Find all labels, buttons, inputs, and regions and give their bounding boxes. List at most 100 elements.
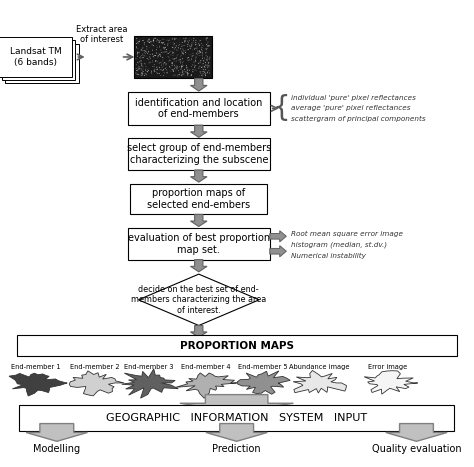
Point bbox=[199, 52, 207, 59]
Point bbox=[163, 66, 170, 74]
Point bbox=[157, 49, 165, 56]
Point bbox=[199, 51, 206, 58]
Point bbox=[201, 66, 209, 73]
Point bbox=[175, 57, 183, 64]
Point bbox=[173, 57, 181, 64]
Point bbox=[201, 72, 209, 79]
Polygon shape bbox=[364, 371, 418, 394]
Point bbox=[135, 59, 142, 67]
Point bbox=[135, 65, 142, 73]
Point bbox=[167, 51, 174, 59]
Point bbox=[199, 71, 206, 78]
Point bbox=[145, 64, 152, 72]
Point bbox=[195, 50, 203, 57]
Point bbox=[174, 72, 182, 80]
Point bbox=[199, 72, 207, 79]
Point bbox=[140, 42, 148, 50]
Point bbox=[164, 39, 172, 47]
Point bbox=[200, 57, 207, 65]
Point bbox=[158, 60, 165, 68]
Point bbox=[155, 59, 163, 67]
Point bbox=[206, 69, 213, 77]
Point bbox=[157, 72, 164, 79]
Point bbox=[172, 44, 179, 51]
Polygon shape bbox=[270, 231, 286, 242]
Point bbox=[176, 69, 184, 77]
Point bbox=[191, 64, 199, 71]
Point bbox=[150, 36, 157, 44]
Point bbox=[153, 43, 161, 51]
Point bbox=[174, 67, 182, 74]
Point bbox=[158, 64, 166, 71]
Point bbox=[146, 37, 153, 44]
Point bbox=[159, 54, 166, 61]
Text: End-member 5: End-member 5 bbox=[238, 364, 287, 369]
Point bbox=[169, 66, 177, 74]
Point bbox=[179, 59, 186, 66]
Point bbox=[195, 60, 202, 67]
Point bbox=[162, 61, 170, 69]
Point bbox=[167, 39, 174, 47]
Point bbox=[173, 46, 181, 54]
Point bbox=[171, 45, 178, 53]
Point bbox=[197, 59, 205, 67]
Point bbox=[166, 35, 173, 43]
Point bbox=[170, 49, 178, 56]
Point bbox=[200, 60, 207, 67]
Point bbox=[135, 62, 142, 70]
Point bbox=[184, 71, 191, 79]
Point bbox=[186, 56, 193, 64]
Point bbox=[177, 45, 184, 53]
Point bbox=[153, 37, 160, 45]
Point bbox=[161, 59, 168, 66]
Point bbox=[173, 65, 181, 72]
Point bbox=[136, 64, 143, 72]
Point bbox=[170, 66, 177, 74]
Point bbox=[188, 55, 195, 63]
Point bbox=[200, 65, 207, 73]
Point bbox=[198, 44, 206, 52]
Point bbox=[170, 57, 178, 65]
Point bbox=[171, 64, 178, 72]
Point bbox=[177, 56, 184, 64]
Point bbox=[140, 39, 148, 47]
Polygon shape bbox=[191, 325, 207, 337]
Point bbox=[133, 36, 141, 44]
Point bbox=[167, 68, 174, 75]
Point bbox=[189, 61, 197, 69]
Bar bbox=[128, 228, 270, 260]
Bar bbox=[130, 184, 267, 214]
Point bbox=[135, 48, 143, 55]
Point bbox=[173, 54, 180, 62]
Text: Quality evaluation: Quality evaluation bbox=[372, 444, 461, 454]
Point bbox=[139, 65, 147, 73]
Bar bbox=[19, 405, 455, 431]
Point bbox=[150, 36, 157, 44]
Point bbox=[148, 37, 156, 44]
Point bbox=[196, 41, 203, 49]
Point bbox=[133, 61, 140, 69]
Point bbox=[206, 53, 214, 61]
Point bbox=[204, 42, 212, 50]
Point bbox=[149, 46, 156, 54]
Polygon shape bbox=[191, 125, 207, 137]
Point bbox=[133, 44, 140, 51]
Point bbox=[159, 67, 167, 74]
Text: Extract area
of interest: Extract area of interest bbox=[76, 25, 128, 44]
Point bbox=[139, 60, 146, 67]
Point bbox=[198, 68, 206, 75]
Point bbox=[202, 46, 210, 53]
Point bbox=[142, 60, 149, 67]
Point bbox=[205, 42, 213, 49]
Point bbox=[151, 65, 158, 73]
Point bbox=[144, 68, 151, 75]
Point bbox=[160, 44, 167, 52]
Point bbox=[170, 71, 177, 79]
Point bbox=[183, 66, 191, 74]
Point bbox=[141, 47, 148, 54]
Point bbox=[137, 57, 145, 64]
Point bbox=[173, 35, 180, 42]
Point bbox=[201, 71, 209, 78]
Point bbox=[141, 61, 149, 68]
Point bbox=[201, 45, 209, 52]
